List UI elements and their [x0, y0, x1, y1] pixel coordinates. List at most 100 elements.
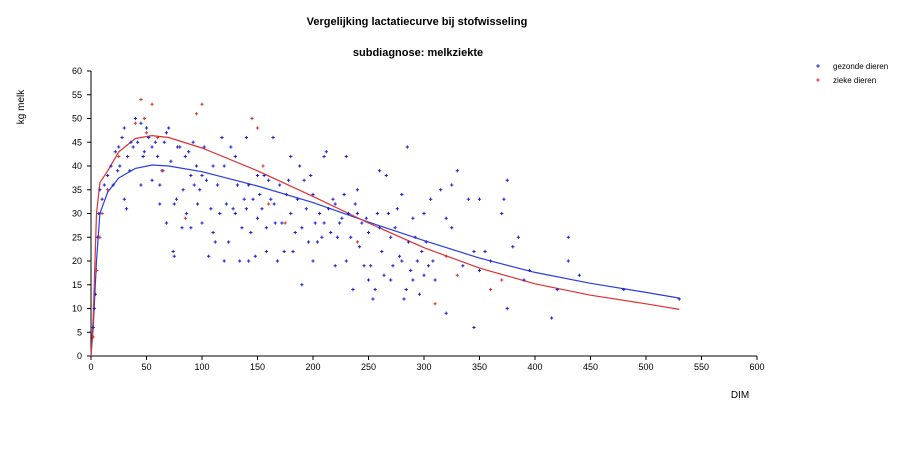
- point-gezonde: [178, 145, 182, 149]
- point-gezonde: [397, 254, 402, 258]
- point-gezonde: [260, 207, 264, 211]
- point-zieke: [117, 154, 121, 159]
- legend-label: zieke dieren: [833, 76, 876, 85]
- point-gezonde: [424, 240, 428, 244]
- point-zieke: [100, 211, 104, 216]
- point-gezonde: [322, 154, 326, 159]
- point-gezonde: [187, 150, 191, 154]
- point-gezonde: [322, 221, 326, 225]
- point-zieke: [255, 126, 260, 130]
- point-gezonde: [433, 278, 437, 282]
- point-zieke: [106, 188, 110, 192]
- point-gezonde: [439, 188, 443, 192]
- point-gezonde: [247, 183, 251, 187]
- fitted-curve-zieke: [90, 134, 680, 357]
- point-gezonde: [142, 150, 146, 154]
- x-tick-label: 350: [472, 362, 487, 372]
- x-axis-title: DIM: [731, 390, 749, 401]
- point-zieke: [433, 302, 437, 306]
- point-zieke: [142, 116, 146, 121]
- point-gezonde: [331, 197, 335, 201]
- point-gezonde: [128, 169, 132, 173]
- point-gezonde: [97, 211, 101, 216]
- point-gezonde: [211, 164, 215, 168]
- x-tick-label: 500: [638, 362, 653, 372]
- point-gezonde: [333, 264, 337, 268]
- point-gezonde: [264, 226, 268, 230]
- point-gezonde: [483, 249, 487, 254]
- point-zieke: [444, 254, 448, 258]
- y-ticks: 0 5 10 15 20 25 30 35 40 45 50 55 60: [72, 66, 91, 361]
- point-gezonde: [169, 159, 173, 163]
- legend-marker: [816, 78, 820, 82]
- x-tick-label: 0: [88, 362, 93, 372]
- point-gezonde: [302, 178, 306, 182]
- point-gezonde: [393, 226, 397, 230]
- point-gezonde: [375, 211, 379, 216]
- chart-subtitle: subdiagnose: melkziekte: [353, 47, 483, 59]
- point-gezonde: [113, 150, 118, 154]
- point-gezonde: [200, 221, 204, 225]
- point-gezonde: [371, 297, 375, 301]
- y-tick-label: 35: [72, 185, 82, 195]
- point-gezonde: [271, 135, 275, 140]
- point-gezonde: [429, 197, 433, 201]
- point-gezonde: [406, 240, 411, 244]
- point-gezonde: [213, 240, 217, 244]
- point-gezonde: [315, 240, 320, 244]
- point-gezonde: [195, 202, 200, 206]
- point-gezonde: [247, 259, 251, 263]
- point-gezonde: [167, 126, 171, 130]
- point-gezonde: [522, 278, 526, 282]
- point-gezonde: [224, 202, 229, 206]
- point-zieke: [250, 116, 254, 121]
- point-zieke: [156, 135, 160, 140]
- point-gezonde: [395, 207, 399, 211]
- point-gezonde: [422, 273, 426, 277]
- point-gezonde: [409, 268, 413, 273]
- point-gezonde: [313, 221, 317, 225]
- point-gezonde: [136, 140, 140, 144]
- point-gezonde: [233, 154, 237, 159]
- point-gezonde: [280, 221, 284, 225]
- point-gezonde: [386, 211, 391, 216]
- point-gezonde: [200, 173, 204, 178]
- point-gezonde: [527, 268, 532, 273]
- point-gezonde: [450, 183, 454, 187]
- point-gezonde: [344, 259, 348, 263]
- point-gezonde: [349, 235, 353, 239]
- point-zieke: [161, 169, 165, 173]
- point-gezonde: [244, 207, 248, 211]
- y-tick-label: 55: [72, 90, 82, 100]
- point-gezonde: [153, 140, 157, 144]
- point-gezonde: [158, 202, 162, 206]
- y-tick-label: 10: [72, 304, 82, 314]
- point-gezonde: [255, 216, 260, 220]
- point-gezonde: [255, 173, 260, 178]
- point-gezonde: [622, 287, 626, 292]
- point-gezonde: [577, 273, 581, 277]
- point-gezonde: [566, 259, 570, 263]
- point-gezonde: [284, 192, 288, 197]
- point-gezonde: [366, 278, 371, 282]
- point-gezonde: [253, 254, 257, 258]
- point-gezonde: [511, 245, 515, 249]
- point-gezonde: [342, 192, 346, 197]
- point-zieke: [91, 335, 95, 339]
- point-gezonde: [189, 226, 193, 230]
- point-gezonde: [227, 240, 231, 244]
- point-gezonde: [93, 292, 98, 296]
- x-tick-label: 600: [749, 362, 764, 372]
- point-gezonde: [318, 211, 322, 216]
- plot-area: 0 5 10 15 20 25 30 35 40 45 50 55 60 0 50 100 150 200 250…: [72, 66, 765, 372]
- point-gezonde: [472, 325, 476, 330]
- point-gezonde: [405, 145, 409, 149]
- point-gezonde: [378, 226, 382, 230]
- x-tick-label: 400: [527, 362, 542, 372]
- point-gezonde: [300, 226, 304, 230]
- point-gezonde: [204, 178, 209, 182]
- x-tick-label: 150: [250, 362, 265, 372]
- point-gezonde: [329, 230, 333, 235]
- y-tick-label: 5: [77, 327, 82, 337]
